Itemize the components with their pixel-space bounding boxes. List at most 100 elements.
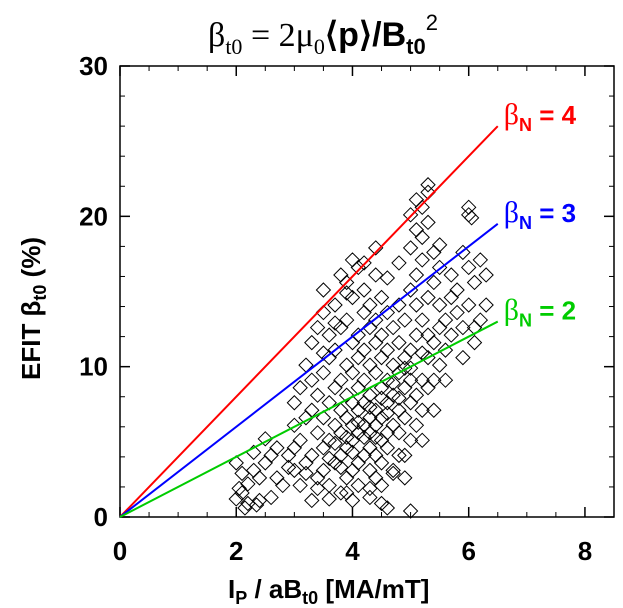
beta-n-label: βN = 2 (504, 294, 576, 331)
scatter-point (228, 491, 244, 507)
scatter-point (228, 455, 244, 471)
scatter-point (344, 289, 361, 306)
scatter-point (275, 477, 291, 494)
scatter-point (333, 425, 349, 441)
scatter-point (292, 380, 308, 396)
scatter-point (437, 312, 454, 328)
scatter-point (431, 297, 448, 313)
scatter-point (414, 402, 430, 418)
scatter-point (269, 440, 285, 456)
scatter-point (356, 372, 372, 388)
scatter-point (338, 357, 355, 373)
scatter-point (426, 274, 442, 291)
scatter-point (315, 282, 332, 298)
x-tick-label: 4 (345, 536, 360, 566)
scatter-point (391, 390, 407, 406)
scatter-point (309, 387, 326, 403)
scatter-point (402, 503, 419, 519)
scatter-point (414, 312, 430, 328)
scatter-point (344, 364, 361, 381)
scatter-point (397, 360, 413, 376)
scatter-point (362, 357, 378, 373)
scatter-point (391, 255, 407, 271)
scatter-point (443, 289, 459, 306)
scatter-point (286, 462, 303, 479)
scatter-point (368, 364, 384, 381)
beta-n-line (119, 223, 499, 518)
scatter-point (309, 319, 326, 336)
beta-n-line (119, 320, 499, 518)
scatter-point (344, 444, 361, 461)
scatter-point (309, 425, 326, 441)
scatter-point (350, 414, 366, 430)
scatter-point (373, 289, 390, 306)
scatter-point (408, 327, 425, 343)
scatter-point (333, 485, 349, 501)
scatter-point (379, 500, 396, 516)
scatter-point (309, 480, 326, 497)
scatter-point (344, 462, 361, 479)
scatter-point (373, 410, 390, 426)
scatter-point (327, 435, 343, 452)
scatter-point (327, 417, 343, 434)
scatter-point (315, 364, 332, 381)
scatter-point (402, 342, 419, 358)
scatter-point (391, 297, 407, 313)
scatter-points (228, 177, 494, 519)
x-tick-label: 6 (461, 536, 475, 566)
scatter-point (368, 429, 384, 446)
scatter-point (327, 380, 343, 396)
scatter-point (437, 342, 454, 358)
scatter-point (373, 495, 390, 512)
scatter-point (338, 312, 355, 328)
scatter-point (368, 267, 384, 283)
beta-n-label: βN = 4 (504, 98, 577, 135)
scatter-point (385, 465, 401, 482)
scatter-point (391, 447, 407, 464)
scatter-point (455, 349, 471, 366)
scatter-point (263, 489, 279, 506)
scatter-point (408, 417, 425, 434)
scatter-point (338, 485, 355, 501)
scatter-point (397, 470, 413, 486)
scatter-point (402, 432, 419, 449)
scatter-point (234, 465, 250, 482)
scatter-point (373, 349, 390, 366)
scatter-point (292, 432, 308, 449)
scatter-point (298, 465, 314, 482)
scatter-point (240, 495, 256, 512)
scatter-point (327, 455, 343, 471)
scatter-point (368, 334, 384, 351)
scatter-point (231, 480, 247, 497)
scatter-point (414, 252, 430, 268)
scatter-point (426, 244, 442, 261)
scatter-point (385, 417, 401, 434)
scatter-point (455, 319, 471, 336)
scatter-point (379, 405, 396, 421)
scatter-point (333, 372, 349, 388)
scatter-point (460, 297, 477, 313)
scatter-point (368, 240, 384, 256)
scatter-point (431, 237, 448, 253)
scatter-point (402, 372, 419, 388)
scatter-point (385, 357, 401, 373)
scatter-point (414, 229, 430, 246)
scatter-point (321, 477, 337, 494)
scatter-point (356, 282, 372, 298)
scatter-point (373, 327, 390, 343)
scatter-point (257, 455, 274, 471)
scatter-point (431, 319, 448, 336)
scatter-point (408, 387, 425, 403)
scatter-point (304, 492, 320, 509)
beta-n-label: βN = 3 (504, 196, 576, 233)
scatter-point (414, 199, 430, 216)
scatter-point (373, 390, 390, 406)
scatter-point (385, 375, 401, 391)
scatter-point (315, 462, 332, 479)
scatter-point (356, 304, 372, 321)
scatter-point (333, 267, 349, 283)
scatter-point (379, 270, 396, 286)
scatter-point (426, 402, 442, 418)
scatter-point (408, 267, 425, 283)
